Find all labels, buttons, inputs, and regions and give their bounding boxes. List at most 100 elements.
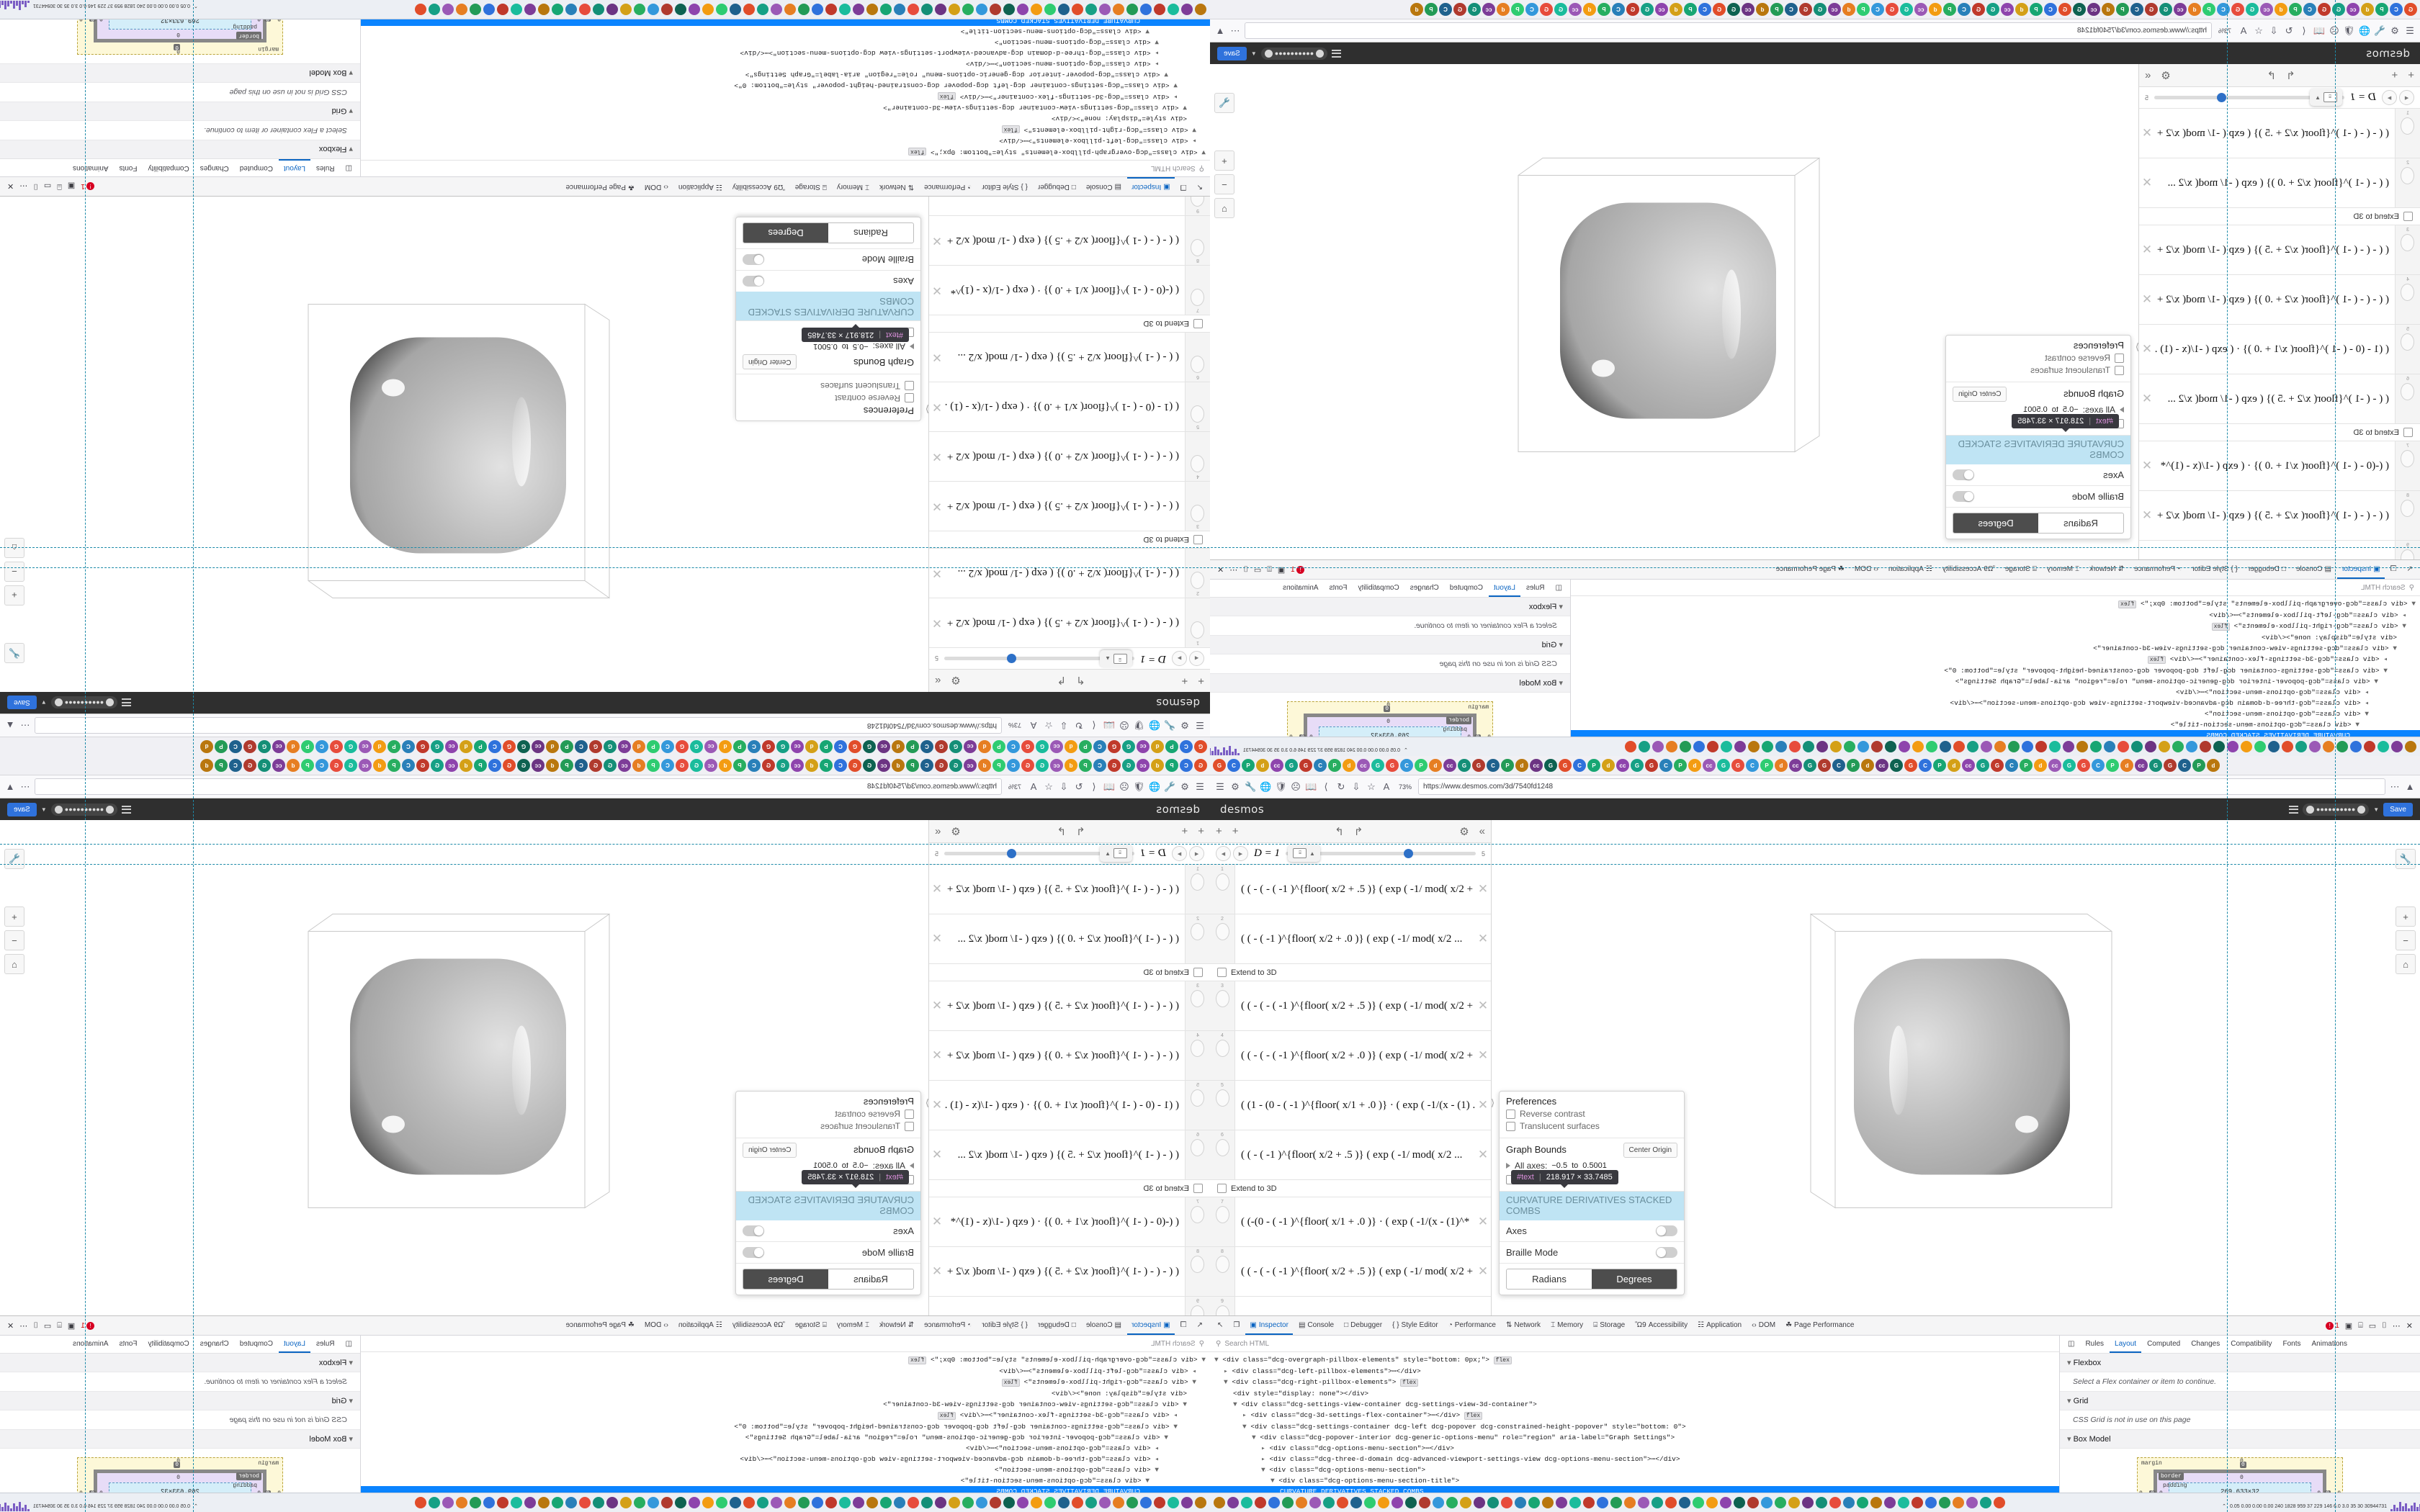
expression-row[interactable]: 9( ( - ( - ( -1 )^{floor( x/2 + .0 )} ( … <box>2139 541 2420 559</box>
plus-icon-2[interactable]: + <box>1232 825 1239 837</box>
error-badge[interactable]: ! 1 <box>2326 1321 2339 1330</box>
taskbar-item[interactable] <box>908 1497 919 1508</box>
markup-line[interactable]: ▼ <div class="dcg-settings-container dcg… <box>1571 665 2420 676</box>
expression-color-swatch[interactable] <box>1191 1089 1205 1107</box>
taskbar-item[interactable] <box>949 4 960 15</box>
collapse-twisty[interactable]: ▾ <box>1559 679 1563 688</box>
bookmark-item[interactable]: d <box>2275 3 2287 16</box>
expression-row[interactable]: 8( ( - ( - ( -1 )^{floor( x/2 + .5 )} ( … <box>929 215 1210 265</box>
bookmark-item[interactable]: cc <box>359 759 372 772</box>
taskbar-item[interactable] <box>1017 1497 1028 1508</box>
layout-tab-rules[interactable]: Rules <box>2085 1340 2105 1348</box>
expression-row[interactable]: 2( ( - ( -1 )^{floor( x/2 + .0 )} ( exp … <box>1210 914 1491 964</box>
bookmark-item[interactable]: C <box>1093 740 1106 753</box>
taskbar-item[interactable] <box>1126 1497 1138 1508</box>
shield-icon[interactable]: 🛡 <box>1275 780 1287 792</box>
taskbar-item[interactable] <box>1195 4 1206 15</box>
taskbar-item[interactable] <box>1789 741 1801 752</box>
taskbar-item[interactable] <box>552 4 563 15</box>
bookmark-item[interactable]: cc <box>1050 740 1063 753</box>
bookmark-item[interactable]: cc <box>704 740 717 753</box>
bookmark-item[interactable]: G <box>1036 740 1049 753</box>
chevron-up-icon[interactable]: ▲ <box>1105 850 1111 857</box>
expression-index[interactable]: 8 <box>2395 491 2420 540</box>
graph-title-pill[interactable]: ●●●●●●●●●● <box>50 803 118 816</box>
flex-badge[interactable]: flex <box>1400 1379 1419 1387</box>
taskbar-item[interactable] <box>1556 1497 1567 1508</box>
layout-tab-layout[interactable]: Layout <box>2110 1336 2141 1353</box>
expression-index[interactable]: 7 <box>1185 1197 1210 1246</box>
taskbar-item[interactable] <box>2364 741 2375 752</box>
delete-expression-button[interactable]: ✕ <box>2141 126 2153 140</box>
bookmark-item[interactable]: C <box>315 759 328 772</box>
checkbox-icon[interactable] <box>905 393 914 403</box>
bookmark-item[interactable]: P <box>2020 759 2033 772</box>
expression-row[interactable]: 7 ( (-(0 - ( -1 )^{floor( x/1 + .0 )} · (… <box>929 1197 1210 1247</box>
screenshot-icon[interactable]: ▣ <box>67 1321 76 1331</box>
close-icon[interactable]: ✕ <box>1217 565 1224 575</box>
bookmark-item[interactable]: C <box>1007 740 1020 753</box>
expression-math[interactable]: ( (-(0 - ( -1 )^{floor( x/1 + .0 )} · ( … <box>950 1215 1179 1228</box>
taskbar-item[interactable] <box>470 1497 481 1508</box>
bookmark-item[interactable]: d <box>2034 759 2047 772</box>
bookmark-item[interactable]: G <box>1727 3 1740 16</box>
wrench-icon[interactable]: 🔧 <box>1214 93 1234 113</box>
taskbar-item[interactable] <box>2227 741 2238 752</box>
taskbar-item[interactable] <box>1181 4 1193 15</box>
pick-element-icon[interactable]: ↖ <box>1196 1321 1203 1329</box>
bookmark-item[interactable]: G <box>604 740 617 753</box>
expand-twisty[interactable]: ▸ <box>1173 93 1178 101</box>
gear-icon[interactable]: ⚙ <box>1180 780 1189 792</box>
expression-math[interactable]: ( ( - ( - ( -1 )^{floor( x/2 + .5 )} ( e… <box>946 999 1179 1012</box>
taskbar-item[interactable] <box>825 4 837 15</box>
taskbar-item[interactable] <box>1871 741 1883 752</box>
bookmark-item[interactable]: cc <box>1616 759 1629 772</box>
search-html-bar[interactable]: ⚲ Search HTML <box>361 1336 1210 1352</box>
bookmark-item[interactable]: cc <box>1655 3 1668 16</box>
tab-application[interactable]: ☷ Application <box>674 1316 727 1335</box>
graph-list-icon[interactable] <box>1332 49 1342 58</box>
delete-expression-button[interactable]: ✕ <box>931 450 943 464</box>
bookmark-item[interactable]: C <box>1180 759 1193 772</box>
tab-debugger[interactable]: □ Debugger <box>2244 560 2290 579</box>
tab-storage[interactable]: ⌸ Storage <box>791 1316 831 1335</box>
gear-icon[interactable]: ⚙ <box>2390 24 2399 36</box>
taskbar-item[interactable] <box>2200 741 2211 752</box>
expression-index[interactable]: 1 <box>1185 598 1210 647</box>
delete-expression-button[interactable]: ✕ <box>2141 508 2153 522</box>
delete-expression-button[interactable]: ✕ <box>1477 1098 1489 1112</box>
bookmark-item[interactable]: G <box>1386 759 1399 772</box>
expression-color-swatch[interactable] <box>1191 356 1205 373</box>
ellipsis-icon[interactable]: ⋯ <box>19 1321 28 1331</box>
expand-twisty[interactable]: ▼ <box>1164 1434 1168 1441</box>
search-html-bar[interactable]: ⚲ Search HTML <box>361 160 1210 176</box>
chevron-down-icon[interactable]: ▼ <box>2373 806 2380 813</box>
bookmark-item[interactable]: G <box>2149 759 2162 772</box>
add-node-icon[interactable]: ❐ <box>1180 183 1187 191</box>
bookmark-item[interactable]: P <box>2289 3 2302 16</box>
collapse-twisty[interactable]: ▾ <box>349 145 353 153</box>
tab-performance[interactable]: ◔ Performance <box>1444 1316 1500 1335</box>
bookmark-item[interactable]: C <box>834 740 847 753</box>
search-input[interactable]: Search HTML <box>1224 1339 1270 1348</box>
expression-math[interactable]: ( (-(0 - ( -1 )^{floor( x/1 + .0 )} · ( … <box>2160 459 2389 472</box>
taskbar-item[interactable] <box>784 4 796 15</box>
tab-accessibility[interactable]: Ὣ9 Accessibility <box>728 177 789 196</box>
expression-row[interactable]: 9( ( - ( - ( -1 )^{floor( x/2 + .0 )} ( … <box>1210 1297 1491 1315</box>
taskbar-item[interactable] <box>990 4 1001 15</box>
bookmark-item[interactable]: d <box>892 740 905 753</box>
bookmark-item[interactable]: cc <box>1270 759 1283 772</box>
pick-element-icon[interactable]: ↖ <box>1217 1321 1224 1329</box>
checkbox-icon[interactable] <box>2403 212 2413 221</box>
reload-icon[interactable]: ↻ <box>1075 720 1083 732</box>
chevron-left-icon[interactable]: ⟨ <box>2302 24 2306 36</box>
zoom-level[interactable]: 73% <box>1008 783 1021 791</box>
bookmark-item[interactable]: d <box>2188 3 2201 16</box>
arrow-left-icon[interactable]: ◀ <box>2399 90 2414 105</box>
axes-toggle-row[interactable]: Axes <box>736 270 920 292</box>
bookmark-item[interactable]: G <box>863 740 876 753</box>
bookmark-item[interactable]: C <box>834 759 847 772</box>
delete-expression-button[interactable]: ✕ <box>1477 1215 1489 1228</box>
bookmark-item[interactable]: G <box>1194 740 1207 753</box>
tab-application[interactable]: ☷ Application <box>674 177 727 196</box>
